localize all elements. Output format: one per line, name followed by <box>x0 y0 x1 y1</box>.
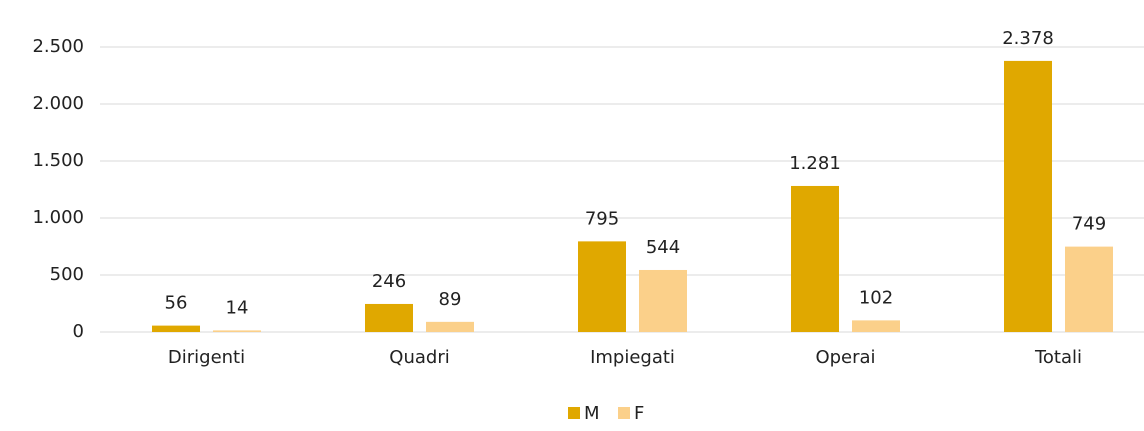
bar <box>791 185 839 332</box>
bar <box>852 320 900 332</box>
x-tick-label: Dirigenti <box>168 347 245 368</box>
bar <box>152 325 200 332</box>
bar <box>578 241 626 332</box>
y-tick-label: 2.500 <box>32 36 84 57</box>
y-tick-label: 500 <box>50 264 84 285</box>
value-label: 89 <box>439 289 462 310</box>
x-tick-label: Operai <box>815 347 875 368</box>
bar <box>213 330 261 332</box>
x-tick-label: Totali <box>1034 347 1082 368</box>
y-tick-label: 0 <box>73 321 84 342</box>
value-label: 246 <box>372 271 406 292</box>
value-label: 14 <box>226 297 249 318</box>
bar <box>639 269 687 332</box>
y-tick-label: 1.000 <box>32 207 84 228</box>
value-label: 795 <box>585 208 619 229</box>
x-tick-label: Impiegati <box>590 347 675 368</box>
bar <box>426 321 474 332</box>
value-label: 749 <box>1072 214 1106 235</box>
y-tick-label: 1.500 <box>32 150 84 171</box>
value-label: 544 <box>646 237 680 258</box>
legend-label: F <box>634 403 644 424</box>
bar <box>1004 60 1052 333</box>
legend-label: M <box>584 403 600 424</box>
bar <box>1065 246 1113 332</box>
legend-swatch <box>618 407 630 419</box>
value-label: 2.378 <box>1002 28 1054 49</box>
legend-swatch <box>568 407 580 419</box>
value-label: 56 <box>165 293 188 314</box>
value-label: 102 <box>859 287 893 308</box>
x-tick-label: Quadri <box>389 347 449 368</box>
y-tick-label: 2.000 <box>32 93 84 114</box>
value-label: 1.281 <box>789 153 841 174</box>
bar <box>365 303 413 332</box>
